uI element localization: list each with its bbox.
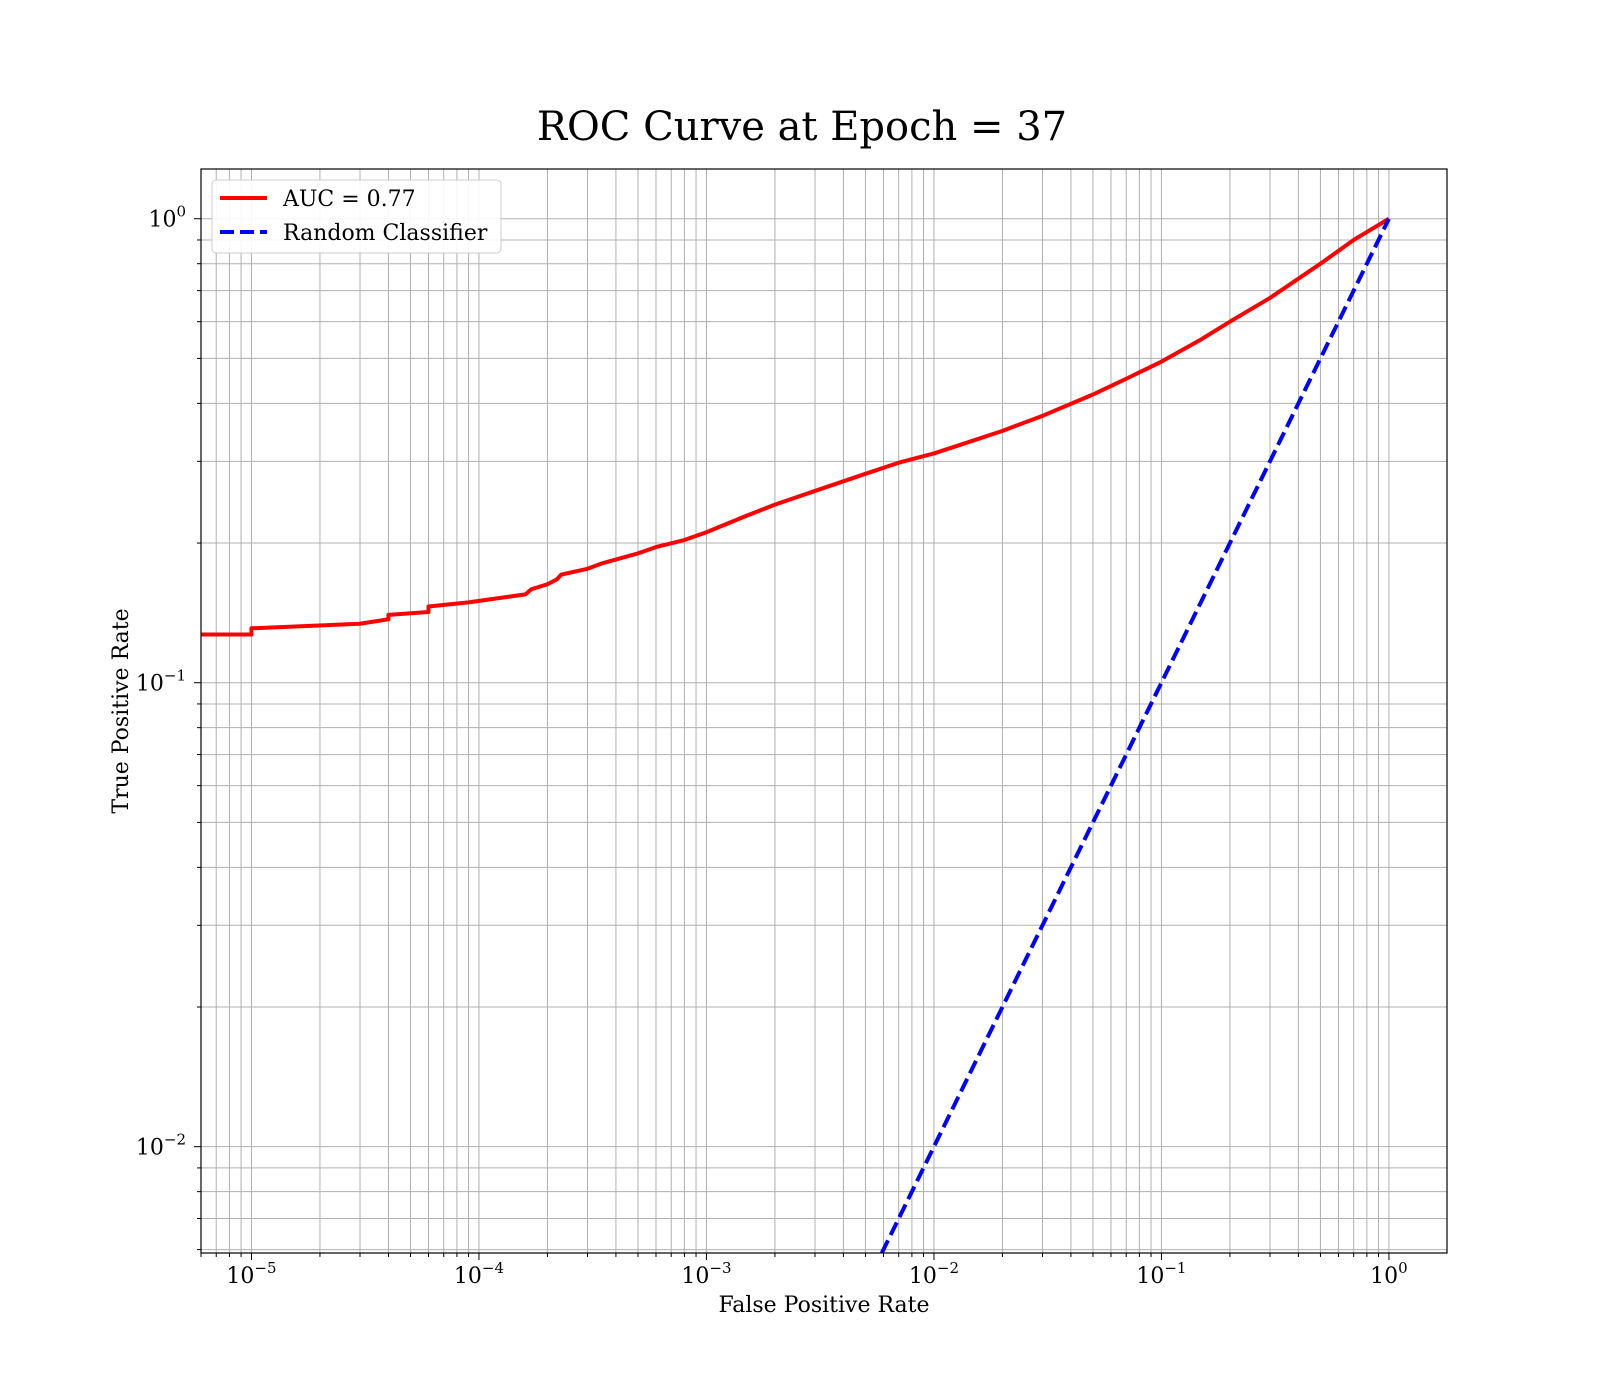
y-tick-label: 10−2 — [136, 1131, 186, 1161]
x-tick-label: 10−2 — [909, 1259, 959, 1289]
x-tick-label: 10−5 — [226, 1259, 276, 1289]
plot-frame — [200, 168, 1448, 1254]
legend-box — [211, 179, 502, 254]
x-tick-label: 100 — [1370, 1259, 1408, 1289]
legend-label-random-classifier: Random Classifier — [283, 221, 488, 246]
chart-title: ROC Curve at Epoch = 37 — [537, 104, 1067, 150]
x-tick-label: 10−3 — [681, 1259, 731, 1289]
legend-label-auc: AUC = 0.77 — [282, 187, 416, 212]
y-axis-label: True Positive Rate — [109, 608, 134, 813]
roc-curve-line — [201, 217, 1390, 637]
random-classifier-line — [880, 217, 1391, 1254]
x-tick-label: 10−4 — [454, 1259, 504, 1289]
y-tick-label: 10−1 — [136, 667, 186, 697]
series-layer — [201, 217, 1391, 1254]
x-tick-label: 10−1 — [1136, 1259, 1186, 1289]
ticks: 10−5 10−4 10−3 10−2 10−1 100 10−2 10−1 100 — [136, 203, 1408, 1289]
grid — [200, 169, 1447, 1253]
x-axis-label: False Positive Rate — [718, 1293, 929, 1318]
legend: AUC = 0.77 Random Classifier — [211, 179, 502, 254]
y-tick-label: 100 — [148, 203, 186, 233]
